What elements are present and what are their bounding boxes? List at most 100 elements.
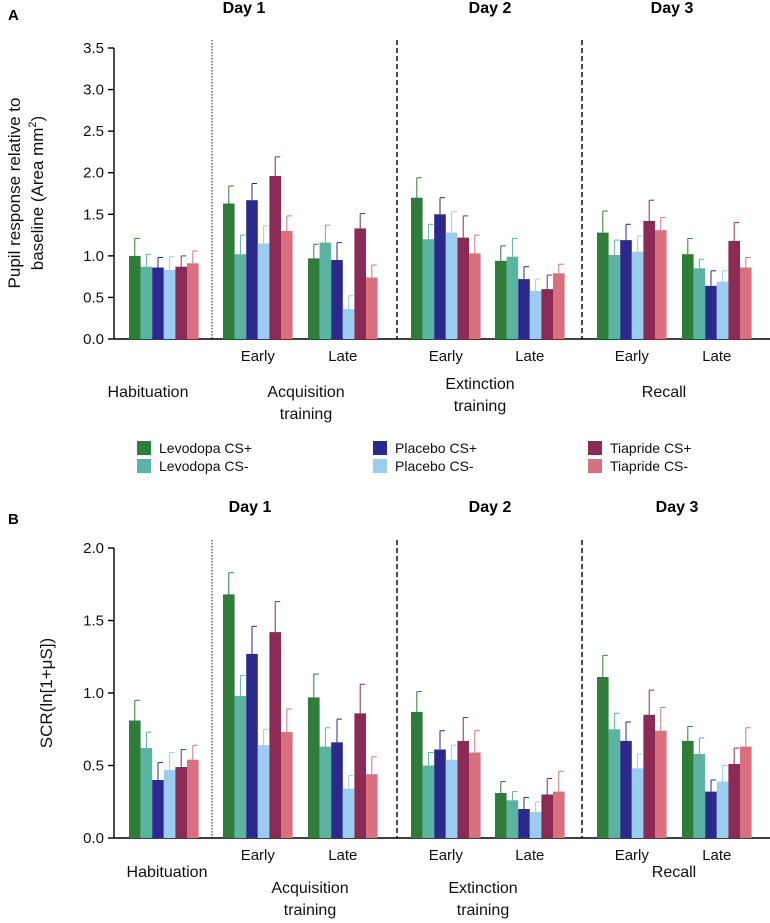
legend-swatch-tiapride_plus: [588, 441, 602, 455]
panel-b-bar-levodopa_plus: [411, 711, 423, 838]
legend-swatch-placebo_plus: [373, 441, 387, 455]
panel-b-bar-levodopa_plus: [682, 740, 694, 838]
panel-a-category-label: Late: [328, 348, 357, 365]
panel-a-category-label: Early: [615, 348, 650, 365]
panel-a-bar-tiapride_plus: [269, 176, 281, 339]
panel-a-y-tick-label: 3.0: [83, 82, 104, 99]
panel-b-phase-label: Habituation: [127, 864, 208, 881]
panel-a-bar-tiapride_plus: [175, 266, 187, 339]
panel-b-bar-levodopa_minus: [140, 748, 153, 838]
panel-a-phase-label: Recall: [642, 384, 686, 401]
panel-a-bar-placebo_plus: [518, 279, 530, 339]
panel-a-bar-placebo_minus: [342, 309, 355, 339]
panel-b-bar-placebo_plus: [434, 749, 446, 838]
panel-a-bar-placebo_plus: [620, 240, 632, 339]
panel-b-category-label: Late: [328, 847, 357, 864]
panel-a-y-axis-title: Pupil response relative to baseline (Are…: [5, 98, 47, 289]
panel-b-bar-levodopa_minus: [608, 729, 621, 839]
panel-a-bar-levodopa_plus: [495, 260, 507, 339]
panel-a-y-title-line-1: Pupil response relative to: [5, 98, 24, 289]
panel-a-y-tick-label: 0.0: [83, 331, 104, 348]
panel-a-bar-placebo_minus: [716, 281, 729, 339]
panel-b-plot: 0.0 0.5 1.0 1.5 2.0 Early Late Early Late Early La…: [83, 540, 770, 919]
panel-b-y-title-text: SCR(ln[1+μS]): [37, 638, 56, 748]
panel-a-y-tick-label: 1.5: [83, 206, 104, 223]
panel-a-bar-levodopa_plus: [597, 232, 609, 339]
panel-a-y-tick-label: 2.0: [83, 165, 104, 182]
panel-a-bar-tiapride_plus: [728, 240, 740, 339]
panel-b-y-tick-label: 0.0: [83, 830, 104, 847]
panel-a-y-tick-label: 1.0: [83, 248, 104, 265]
panel-b-bar-levodopa_minus: [319, 746, 332, 838]
panel-b-day-2: Day 2: [469, 499, 512, 516]
panel-b-bar-tiapride_plus: [728, 764, 740, 838]
panel-a-bar-placebo_minus: [445, 232, 458, 339]
panel-a-bar-tiapride_minus: [655, 230, 667, 339]
panel-b-phase-label: Extinction: [448, 880, 517, 897]
panel-a-label: A: [8, 7, 19, 24]
panel-a-y-tick-label: 3.5: [83, 40, 104, 57]
panel-a-bar-tiapride_plus: [457, 237, 469, 339]
panel-a-category-label: Late: [515, 348, 544, 365]
panel-b-label: B: [8, 511, 19, 528]
panel-b-bar-tiapride_minus: [655, 730, 667, 838]
panel-a-bar-tiapride_minus: [469, 253, 481, 339]
panel-a-y-title-line-2: baseline (Area mm2): [27, 116, 47, 270]
panel-b-y-tick-label: 1.5: [83, 613, 104, 630]
panel-a-bar-placebo_plus: [434, 214, 446, 339]
panel-a-bar-placebo_minus: [163, 270, 176, 339]
panel-a-category-label: Early: [241, 348, 276, 365]
panel-a-bar-levodopa_plus: [129, 255, 141, 339]
panel-b-category-label: Early: [615, 847, 650, 864]
panel-a-day-3: Day 3: [651, 0, 694, 17]
legend-swatch-levodopa_minus: [137, 459, 151, 473]
panel-b-bar-levodopa_minus: [422, 765, 435, 838]
panel-b-category-label: Late: [702, 847, 731, 864]
panel-a-phase-label: training: [280, 406, 332, 423]
panel-b-bar-tiapride_minus: [281, 732, 293, 838]
panel-a-bar-levodopa_minus: [234, 254, 247, 339]
panel-b-bar-placebo_minus: [631, 768, 644, 838]
panel-b-bar-tiapride_plus: [541, 794, 553, 838]
panel-a-phase-label: training: [454, 398, 506, 415]
panel-a-bar-tiapride_minus: [187, 263, 199, 339]
panel-a-bar-levodopa_plus: [682, 254, 694, 339]
panel-b-y-tick-label: 1.0: [83, 685, 104, 702]
panel-a-plot: 0.0 0.5 1.0 1.5 2.0 2.5 3.0 3.5 Early Late Early La…: [83, 40, 770, 423]
panel-a-bar-levodopa_minus: [422, 239, 435, 339]
panel-b-category-label: Early: [429, 847, 464, 864]
panel-b-y-axis-title: SCR(ln[1+μS]): [37, 638, 56, 748]
panel-a-bar-levodopa_plus: [308, 258, 320, 339]
panel-a-day-2: Day 2: [469, 0, 512, 17]
panel-a-bar-placebo_plus: [705, 285, 717, 339]
panel-b-bar-tiapride_plus: [354, 713, 366, 838]
panel-a-bar-placebo_minus: [631, 251, 644, 339]
panel-a-phase-label: Habituation: [108, 384, 189, 401]
panel-a-bar-tiapride_plus: [354, 228, 366, 339]
panel-b-phase-label: training: [284, 902, 336, 919]
panel-b-bar-tiapride_minus: [366, 774, 378, 838]
panel-a-bar-tiapride_minus: [366, 277, 378, 339]
legend-swatch-placebo_minus: [373, 459, 387, 473]
panel-a-y-tick-label: 0.5: [83, 289, 104, 306]
panel-b-bar-tiapride_plus: [175, 767, 187, 838]
panel-a-bar-levodopa_minus: [693, 268, 706, 339]
panel-a-bar-levodopa_minus: [506, 256, 519, 339]
panel-b-phase-label: training: [457, 902, 509, 919]
legend-label-placebo_minus: Placebo CS-: [395, 458, 474, 474]
panel-b-bar-levodopa_minus: [234, 695, 247, 838]
panel-b-bar-tiapride_minus: [187, 759, 199, 838]
panel-b-bar-placebo_plus: [705, 791, 717, 838]
panel-a-y-title-close: ): [28, 116, 47, 122]
panel-a-y-tick-label: 2.5: [83, 123, 104, 140]
panel-b-y-tick-label: 2.0: [83, 540, 104, 557]
panel-b-bar-placebo_minus: [257, 745, 270, 838]
panel-a-y-title-sup: 2: [27, 121, 39, 127]
legend-swatch-tiapride_minus: [588, 459, 602, 473]
panel-a-bar-tiapride_minus: [553, 273, 565, 339]
panel-b-bar-levodopa_plus: [597, 677, 609, 838]
legend-label-tiapride_plus: Tiapride CS+: [610, 440, 692, 456]
legend: Levodopa CS+ Levodopa CS- Placebo CS+ Place…: [137, 440, 692, 474]
panel-b-category-label: Early: [241, 847, 276, 864]
panel-b-bar-levodopa_plus: [495, 793, 507, 838]
